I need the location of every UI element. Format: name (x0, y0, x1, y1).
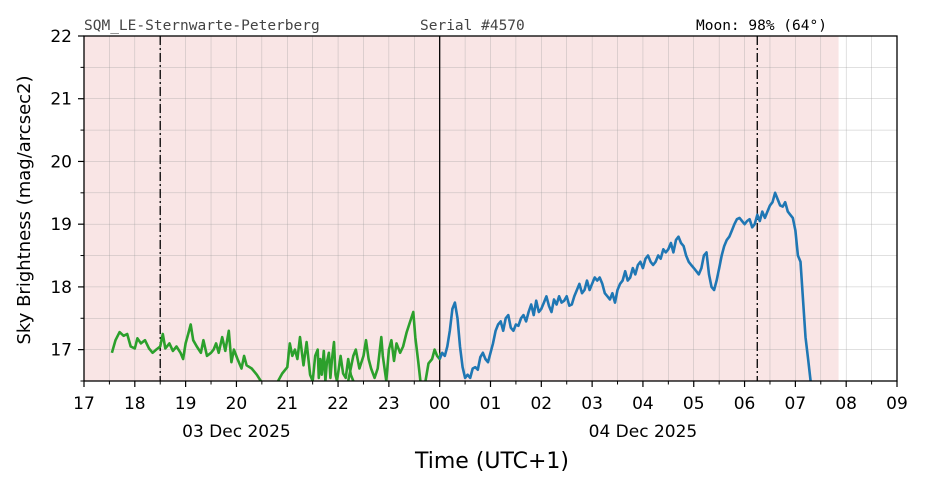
x-tick-label: 06 (734, 394, 756, 414)
serial-number: Serial #4570 (420, 18, 525, 34)
x-tick-label: 00 (429, 394, 451, 414)
y-axis: 17 18 19 20 21 22 (50, 27, 84, 382)
x-tick-label: 17 (73, 394, 95, 414)
x-tick-label: 08 (835, 394, 857, 414)
y-axis-label: Sky Brightness (mag/arcsec2) (14, 75, 35, 344)
series-line (438, 191, 812, 381)
station-name: SQM_LE-Sternwarte-Peterberg (84, 18, 320, 34)
x-tick-label: 20 (226, 394, 248, 414)
y-tick-label: 19 (50, 215, 72, 235)
series-line (110, 323, 262, 381)
moon-info: Moon: 98% (64°) (696, 18, 827, 34)
y-tick-label: 20 (50, 152, 72, 172)
marker-lines (159, 36, 758, 381)
data-series (110, 191, 812, 381)
x-axis-label: Time (UTC+1) (414, 449, 569, 474)
x-tick-label: 07 (785, 394, 807, 414)
series-line (346, 335, 388, 381)
x-tick-label: 01 (480, 394, 502, 414)
y-tick-label: 17 (50, 341, 72, 361)
x-tick-label: 03 (581, 394, 603, 414)
x-tick-label: 21 (276, 394, 298, 414)
series-line (276, 335, 314, 381)
series-line (385, 310, 422, 381)
x-tick-label: 02 (530, 394, 552, 414)
date-label: 04 Dec 2025 (589, 422, 698, 442)
x-tick-label: 22 (327, 394, 349, 414)
date-labels: 03 Dec 2025 04 Dec 2025 (182, 422, 697, 442)
y-tick-label: 22 (50, 27, 72, 47)
x-axis: 17 18 19 20 21 22 23 00 01 02 03 04 05 06 07 08 09 (73, 381, 908, 414)
x-tick-label: 23 (378, 394, 400, 414)
x-tick-label: 18 (124, 394, 146, 414)
x-tick-label: 19 (175, 394, 197, 414)
night-shading (84, 36, 839, 381)
date-label: 03 Dec 2025 (182, 422, 291, 442)
x-tick-label: 05 (683, 394, 705, 414)
y-tick-label: 18 (50, 278, 72, 298)
y-tick-label: 21 (50, 90, 72, 110)
x-tick-label: 04 (632, 394, 654, 414)
x-tick-label: 09 (886, 394, 908, 414)
series-line (311, 340, 355, 381)
